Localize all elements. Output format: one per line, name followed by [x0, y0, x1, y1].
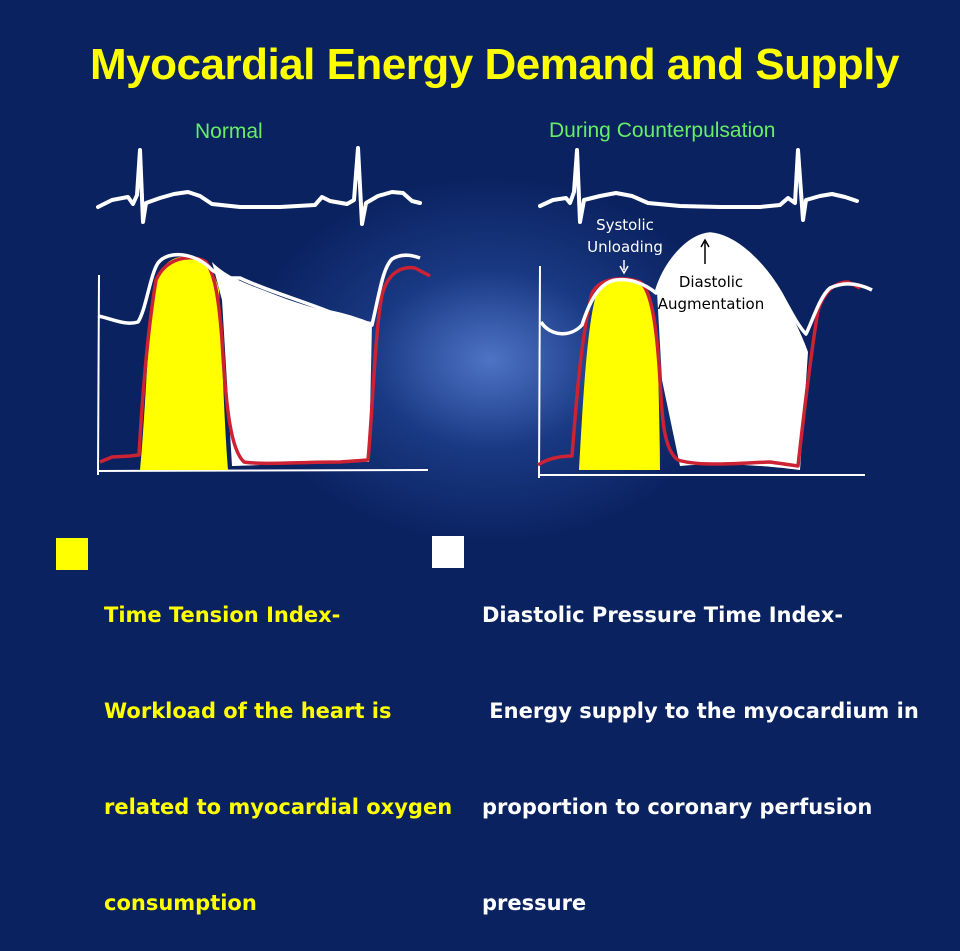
slide-title: Myocardial Energy Demand and Supply [90, 40, 899, 89]
legend-dpti-line: Energy supply to the myocardium in [482, 699, 919, 723]
legend-swatch-yellow [56, 538, 88, 570]
legend-tti-line: related to myocardial oxygen [104, 795, 453, 819]
legend-text-tti: Time Tension Index- Workload of the hear… [104, 535, 452, 951]
ecg-trace-counterpulsation [538, 148, 859, 224]
aortic-pressure-counterpulsation [539, 232, 873, 336]
legend-swatch-white [432, 536, 464, 568]
annotation-diastolic-line2: Augmentation [657, 295, 765, 313]
x-axis-normal [97, 469, 429, 472]
dpti-area-normal [212, 262, 372, 466]
annotation-systolic-line2: Unloading [587, 238, 663, 256]
legend-tti-line: Time Tension Index- [104, 603, 341, 627]
panel-label-normal: Normal [195, 120, 263, 143]
dpti-area-counterpulsation [657, 234, 808, 470]
legend-text-dpti: Diastolic Pressure Time Index- Energy su… [482, 535, 919, 951]
tti-area-normal [140, 256, 228, 470]
legend-dpti-line: pressure [482, 891, 587, 915]
annotation-systolic-unloading: Systolic Unloading [583, 214, 667, 258]
legend-tti-line: consumption [104, 891, 257, 915]
waveform-diagram [96, 146, 873, 479]
ventricular-pressure-normal [99, 256, 431, 466]
annotation-diastolic-line1: Diastolic [678, 273, 744, 291]
ventricular-pressure-counterpulsation [536, 277, 861, 468]
y-axis-counterpulsation [538, 265, 541, 479]
annotation-systolic-line1: Systolic [596, 216, 654, 234]
panel-label-counterpulsation: During Counterpulsation [549, 119, 776, 142]
annotation-diastolic-augmentation: Diastolic Augmentation [655, 271, 767, 315]
legend-tti-line: Workload of the heart is [104, 699, 392, 723]
legend-dpti-line: proportion to coronary perfusion [482, 795, 873, 819]
ecg-trace-normal [96, 146, 422, 226]
aortic-pressure-normal [97, 252, 421, 327]
tti-area-counterpulsation [579, 280, 660, 470]
legend-dpti-line: Diastolic Pressure Time Index- [482, 603, 844, 627]
y-axis-normal [97, 274, 100, 476]
